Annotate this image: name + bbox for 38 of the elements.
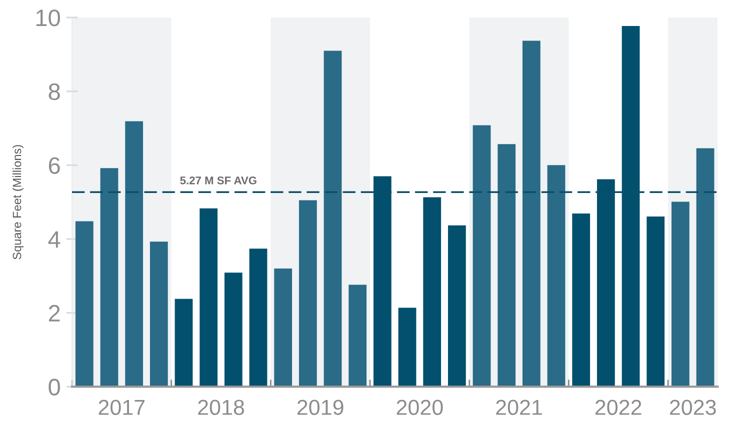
bar	[150, 242, 168, 387]
bar	[423, 197, 442, 387]
y-tick-label: 8	[48, 83, 60, 100]
x-tick-label: 2018	[198, 400, 244, 416]
y-tick-label: 10	[36, 10, 60, 26]
bar	[522, 40, 540, 387]
bar	[224, 272, 242, 387]
bar	[174, 298, 193, 387]
bar	[348, 284, 367, 387]
bar	[472, 125, 491, 387]
bar	[696, 148, 714, 387]
bar	[274, 268, 292, 387]
x-tick-label: 2017	[98, 400, 145, 416]
y-tick-label: 0	[48, 378, 60, 396]
bar	[75, 221, 94, 387]
bar	[298, 200, 317, 387]
x-tick-label: 2019	[297, 400, 344, 416]
bar	[572, 214, 590, 387]
bar	[498, 144, 516, 387]
x-tick-label: 2020	[396, 400, 443, 416]
y-tick-label: 4	[48, 231, 60, 248]
bar	[324, 50, 342, 387]
bar	[672, 202, 690, 387]
x-tick-label: 2021	[496, 400, 542, 416]
x-tick-label: 2022	[596, 400, 642, 416]
bar	[398, 308, 416, 387]
x-tick-label: 2023	[670, 400, 716, 416]
bar	[200, 208, 218, 387]
bar	[125, 121, 144, 387]
bar	[100, 168, 118, 387]
bar	[249, 248, 268, 387]
bar	[448, 225, 466, 387]
bar	[646, 216, 665, 387]
bar	[547, 165, 566, 387]
y-tick-label: 2	[48, 304, 60, 322]
y-tick-label: 6	[48, 157, 60, 174]
y-axis-title: Square Feet (Millions)	[12, 145, 24, 260]
ref-line-label: 5.27 M SF AVG	[180, 176, 256, 184]
